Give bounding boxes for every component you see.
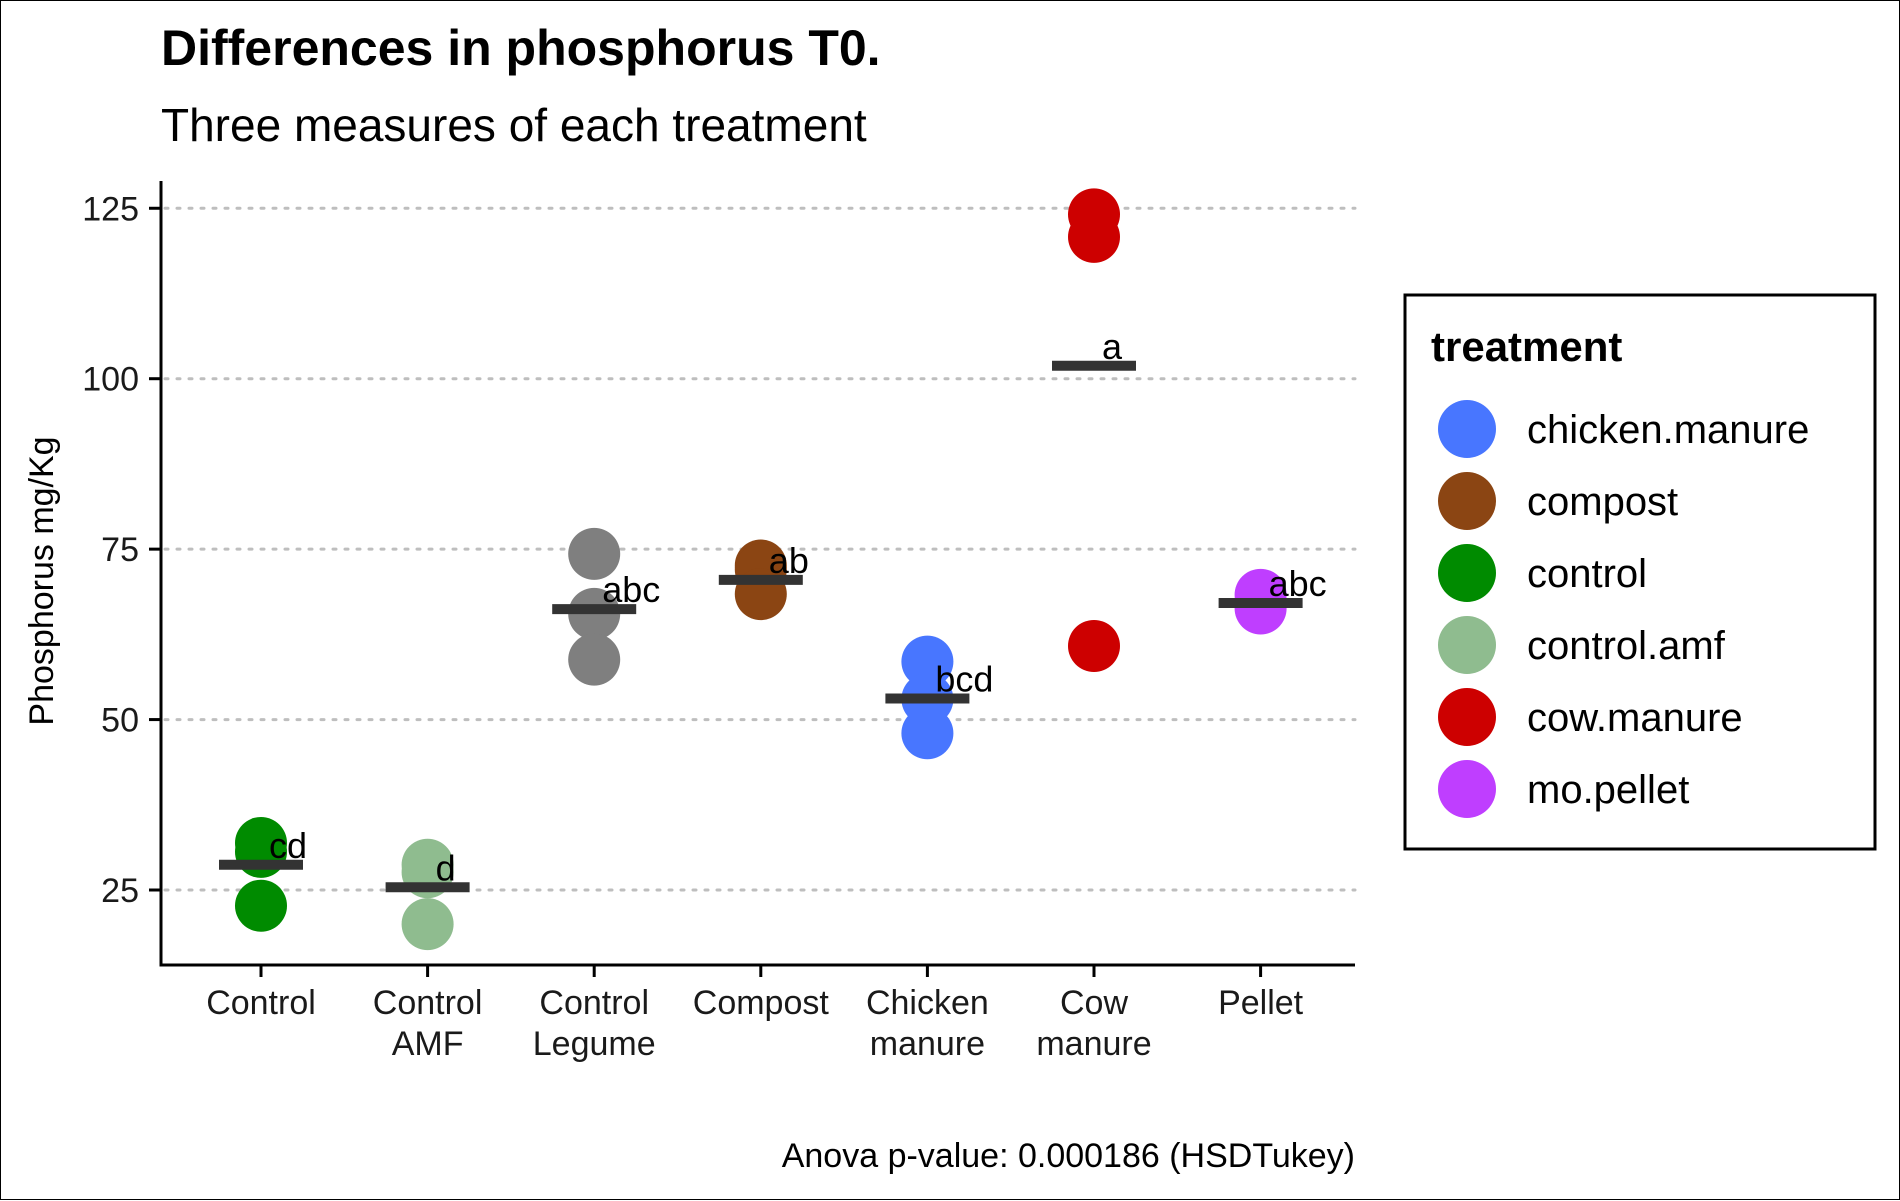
group-letter: a (1102, 326, 1123, 367)
x-tick-label: Compost (693, 984, 830, 1022)
legend-key (1438, 760, 1496, 818)
group-letter: cd (269, 825, 307, 866)
y-tick-label: 125 (82, 190, 139, 228)
group-letter: ab (769, 540, 809, 581)
data-point (235, 879, 287, 932)
data-points (235, 188, 1287, 951)
legend-key (1438, 544, 1496, 602)
x-tick-label: Cow (1060, 984, 1128, 1022)
chart-title: Differences in phosphorus T0. (161, 20, 881, 76)
y-tick-label: 25 (101, 872, 139, 910)
y-tick-label: 75 (101, 531, 139, 569)
y-tick-label: 50 (101, 702, 139, 740)
data-point (568, 633, 621, 686)
x-tick-label: Control (373, 984, 483, 1022)
group-letter: abc (602, 569, 660, 610)
legend-label: mo.pellet (1527, 768, 1689, 812)
legend-label: chicken.manure (1527, 408, 1809, 452)
legend-key (1438, 688, 1496, 746)
legend-title: treatment (1431, 323, 1622, 370)
group-letter: abc (1269, 563, 1327, 604)
legend-items: chicken.manure compost control control.amf c… (1438, 400, 1809, 818)
data-point (901, 707, 954, 760)
legend-label: cow.manure (1527, 696, 1743, 740)
legend-key (1438, 400, 1496, 458)
y-tick-label: 100 (82, 361, 139, 399)
x-tick-label: Legume (533, 1025, 656, 1063)
mean-bars (219, 360, 1303, 893)
x-tick-label: AMF (392, 1025, 464, 1063)
x-tick-label: Chicken (866, 984, 989, 1022)
legend-key (1438, 616, 1496, 674)
legend-label: control (1527, 552, 1647, 596)
x-tick-label: Control (206, 984, 316, 1022)
legend: treatment chicken.manure compost control co… (1403, 293, 1877, 851)
y-axis-title: Phosphorus mg/Kg (23, 436, 61, 725)
group-letter: d (436, 847, 456, 888)
data-point (1234, 582, 1287, 635)
x-tick-label: Control (539, 984, 649, 1022)
chart-caption: Anova p-value: 0.000186 (HSDTukey) (782, 1137, 1355, 1175)
legend-label: control.amf (1527, 624, 1726, 668)
legend-label: compost (1527, 480, 1678, 524)
data-point (568, 527, 621, 580)
group-letters: cd d abc ab bcd a abc (269, 326, 1327, 889)
x-tick-label: manure (870, 1025, 985, 1063)
x-tick-label: Pellet (1218, 984, 1304, 1022)
data-point (1068, 210, 1120, 263)
chart-subtitle: Three measures of each treatment (161, 99, 867, 151)
y-axis-ticks: 25 50 75 100 125 (82, 190, 161, 910)
legend-key (1438, 472, 1496, 530)
data-point (901, 635, 954, 688)
data-point (1068, 619, 1120, 672)
axes (159, 181, 1355, 967)
x-tick-label: manure (1036, 1025, 1151, 1063)
data-point (401, 898, 454, 951)
group-letter: bcd (935, 658, 993, 699)
